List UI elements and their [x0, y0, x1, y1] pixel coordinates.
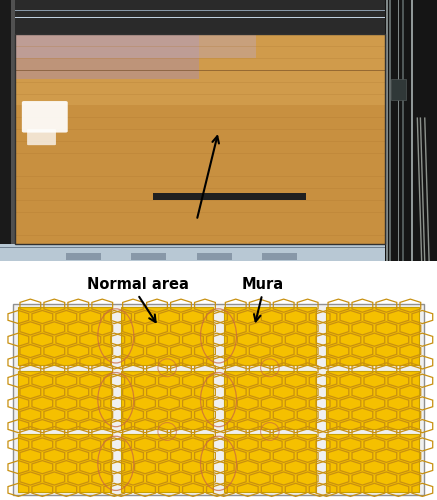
Text: Mura: Mura [241, 278, 283, 292]
Bar [15, 77, 385, 78]
Bar [15, 164, 385, 166]
Bar [18, 434, 111, 492]
FancyBboxPatch shape [27, 129, 56, 145]
FancyBboxPatch shape [22, 101, 68, 132]
Bar [326, 434, 419, 492]
Bar [13, 304, 424, 495]
Bar [15, 129, 385, 130]
Bar [15, 141, 385, 142]
Bar [121, 307, 213, 365]
Bar [0, 246, 385, 248]
Bar [15, 70, 385, 71]
Bar [0, 244, 385, 262]
Bar [15, 46, 385, 47]
Bar [386, 0, 388, 262]
Bar [11, 0, 15, 244]
Bar [197, 254, 232, 260]
Bar [15, 17, 385, 18]
Bar [326, 370, 419, 428]
Bar [402, 0, 404, 262]
Bar [121, 434, 213, 492]
Bar [389, 0, 391, 262]
Bar [15, 34, 199, 78]
Bar [15, 188, 385, 189]
Bar [15, 70, 385, 71]
Bar [15, 34, 256, 58]
Bar [262, 254, 297, 260]
Bar [0, 0, 11, 244]
Bar [391, 78, 406, 100]
Bar [224, 307, 316, 365]
Bar [15, 34, 385, 244]
Bar [15, 34, 385, 244]
Bar [15, 0, 385, 34]
Bar [131, 254, 166, 260]
Bar [224, 370, 316, 428]
Bar [15, 58, 385, 59]
Bar [15, 34, 385, 35]
Bar [15, 153, 385, 154]
Bar [326, 307, 419, 365]
Bar [18, 370, 111, 428]
Bar [66, 254, 101, 260]
Bar [18, 307, 111, 365]
Text: Normal area: Normal area [87, 278, 189, 292]
Bar [153, 193, 306, 200]
Bar [224, 434, 316, 492]
Bar [385, 0, 437, 262]
Bar [15, 200, 385, 201]
Bar [411, 0, 413, 262]
Bar [15, 176, 385, 177]
Bar [121, 370, 213, 428]
Bar [398, 0, 399, 262]
Bar [15, 34, 385, 105]
